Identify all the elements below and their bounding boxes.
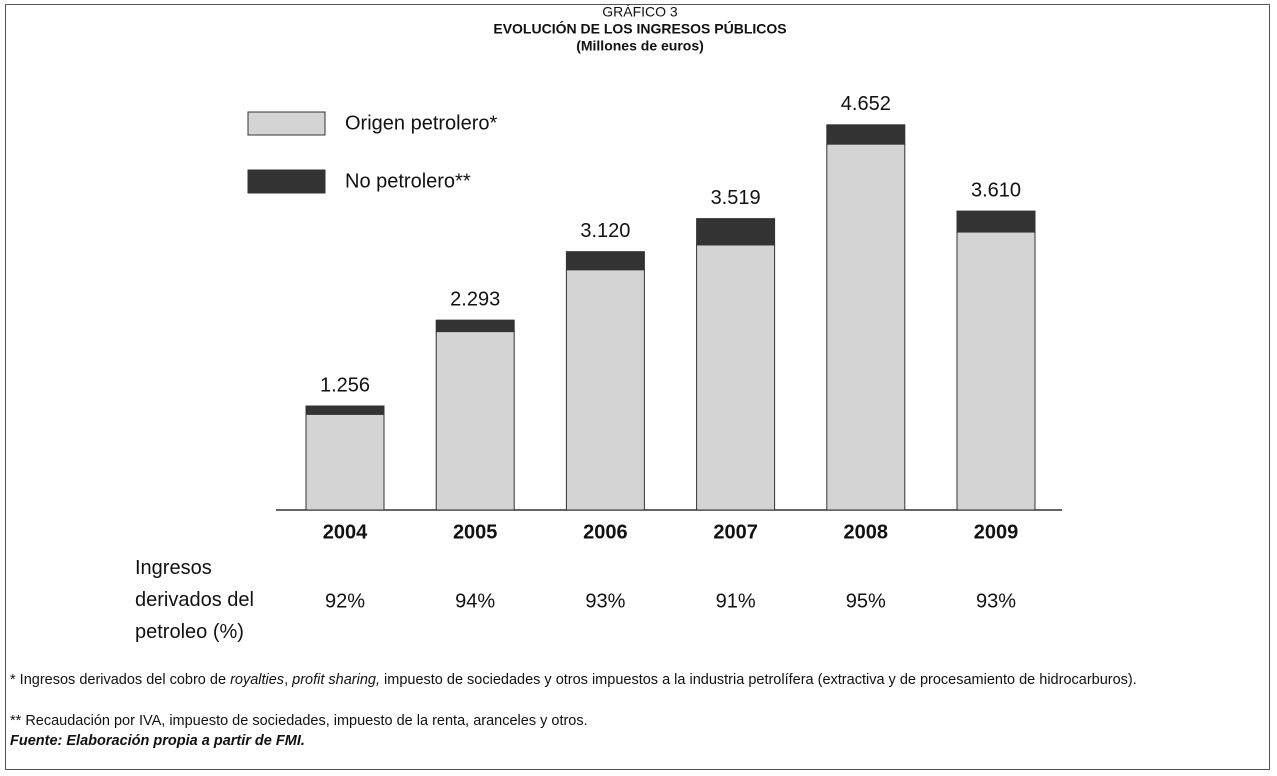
share-value: 91%	[716, 590, 756, 612]
total-label: 3.120	[580, 220, 630, 242]
share-value: 93%	[976, 590, 1016, 612]
share-row-label: Ingresos derivados del petroleo (%)	[135, 557, 254, 643]
bar-segment	[956, 231, 1036, 511]
legend-label: Origen petrolero*	[345, 112, 498, 134]
total-label: 4.652	[841, 93, 891, 115]
legend-swatch	[247, 111, 326, 136]
chart-subtitle: (Millones de euros)	[576, 38, 704, 54]
bar-segment	[305, 405, 385, 415]
x-tick-label: 2006	[583, 521, 628, 543]
frame	[5, 4, 1270, 770]
total-label: 2.293	[450, 288, 500, 310]
legend-swatch	[247, 169, 326, 194]
x-tick-label: 2009	[974, 521, 1019, 543]
bar-segment	[305, 413, 385, 511]
bar-segment	[565, 251, 645, 271]
bar-segment	[956, 210, 1036, 233]
x-tick-label: 2008	[844, 521, 889, 543]
total-label: 3.610	[971, 179, 1021, 201]
chart-title: EVOLUCIÓN DE LOS INGRESOS PÚBLICOS	[493, 20, 786, 37]
note-text: ,	[284, 672, 293, 688]
share-value: 94%	[455, 590, 495, 612]
legend-label: No petrolero**	[345, 170, 471, 192]
bar-segment	[435, 331, 515, 511]
bar-segment	[696, 218, 776, 246]
bar-segment	[826, 143, 906, 511]
note-text: profit sharing,	[292, 672, 380, 688]
bar-segment	[826, 124, 906, 145]
total-label: 1.256	[320, 374, 370, 396]
total-label: 3.519	[711, 187, 761, 209]
note-text: impuesto de sociedades y otros impuestos…	[379, 672, 1137, 688]
share-value: 92%	[325, 590, 365, 612]
note-text: * Ingresos derivados del cobro de	[10, 672, 231, 688]
bar-segment	[435, 319, 515, 333]
source: Fuente: Elaboración propia a partir de F…	[10, 733, 305, 749]
note-1: * Ingresos derivados del cobro de royalt…	[10, 670, 1260, 690]
bar-segment	[696, 244, 776, 511]
note-text: royalties	[230, 672, 285, 688]
bar-segment	[565, 269, 645, 511]
x-tick-label: 2007	[713, 521, 758, 543]
note-2: ** Recaudación por IVA, impuesto de soci…	[10, 713, 588, 729]
share-value: 95%	[846, 590, 886, 612]
x-tick-label: 2004	[323, 521, 368, 543]
share-value: 93%	[585, 590, 625, 612]
pretitle: GRÁFICO 3	[602, 4, 678, 20]
x-tick-label: 2005	[453, 521, 498, 543]
